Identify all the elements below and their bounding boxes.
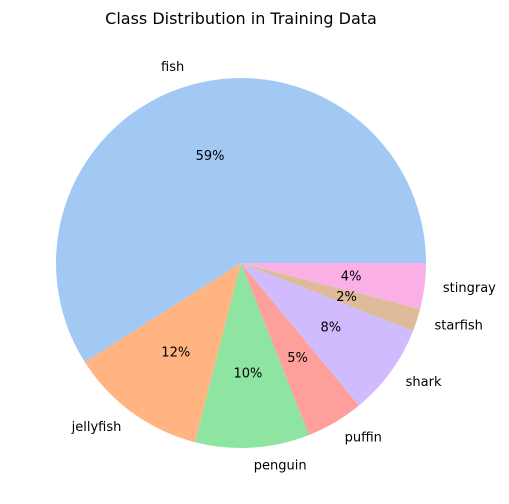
pie-label-fish: fish bbox=[161, 60, 184, 75]
pie-pct-penguin: 10% bbox=[234, 366, 263, 381]
pie-label-shark: shark bbox=[406, 375, 442, 390]
chart-title: Class Distribution in Training Data bbox=[105, 9, 377, 28]
pie-label-stingray: stingray bbox=[443, 281, 496, 296]
pie-slice-starfish bbox=[241, 263, 421, 332]
pie-pct-fish: 59% bbox=[196, 149, 225, 164]
pie-labels: fish 59% jellyfish 12% penguin 10% puffin 5% sha… bbox=[71, 60, 497, 474]
pie-label-starfish: starfish bbox=[435, 318, 483, 333]
pie-pct-stingray: 4% bbox=[341, 269, 362, 284]
pie-slice-shark bbox=[241, 263, 414, 406]
pie-slice-jellyfish bbox=[84, 263, 241, 443]
pie-slice-fish bbox=[56, 77, 426, 363]
pie-slice-stingray bbox=[241, 263, 426, 310]
pie-pct-shark: 8% bbox=[320, 321, 341, 336]
pie-label-penguin: penguin bbox=[254, 459, 307, 474]
pie-slices bbox=[56, 77, 426, 449]
pie-slice-puffin bbox=[241, 263, 359, 436]
pie-pct-puffin: 5% bbox=[287, 351, 308, 366]
pie-pct-starfish: 2% bbox=[336, 290, 357, 305]
pie-pct-jellyfish: 12% bbox=[161, 345, 190, 360]
pie-label-jellyfish: jellyfish bbox=[71, 420, 122, 435]
pie-slice-penguin bbox=[194, 263, 310, 449]
pie-label-puffin: puffin bbox=[345, 431, 382, 446]
